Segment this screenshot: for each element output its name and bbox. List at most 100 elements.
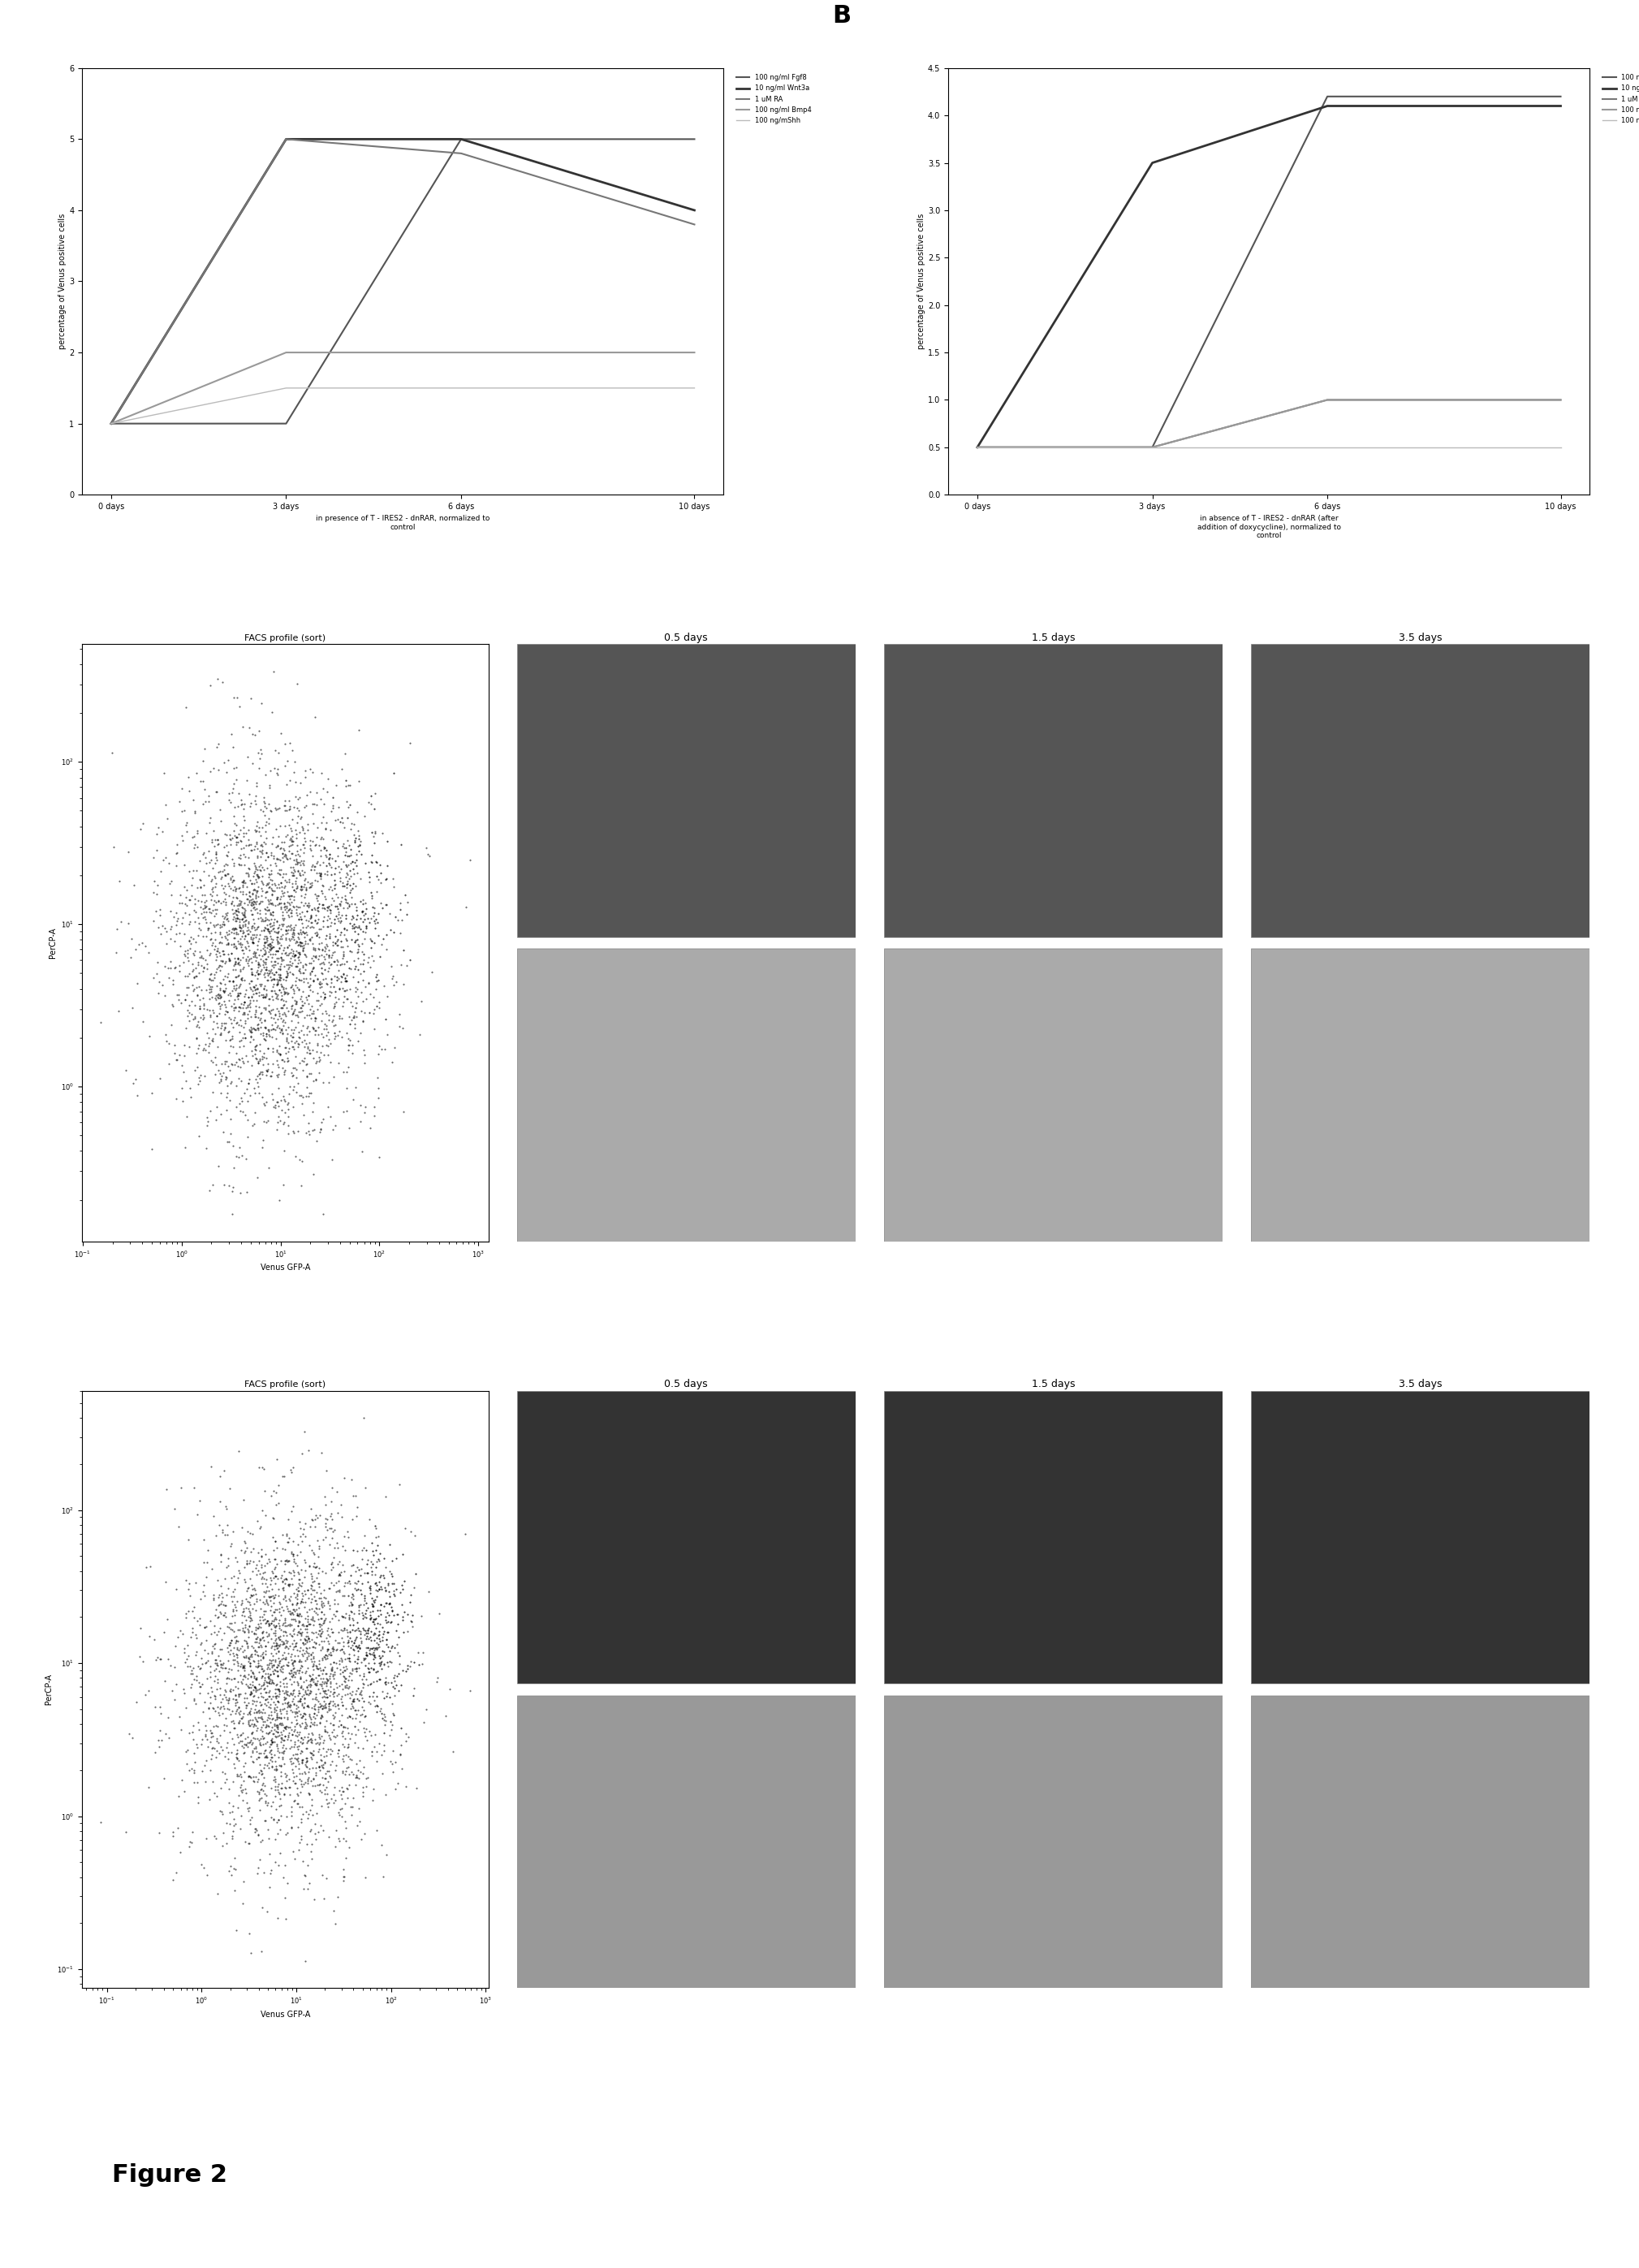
Point — [220, 909, 246, 946]
Point — [241, 1615, 267, 1651]
Point — [334, 1771, 361, 1808]
Point — [257, 937, 284, 973]
Point — [225, 880, 251, 916]
Point — [285, 921, 311, 957]
Point — [277, 1068, 303, 1105]
Point — [256, 1052, 282, 1089]
Point — [270, 932, 297, 968]
Point — [365, 1644, 392, 1681]
Point — [402, 1644, 428, 1681]
Point — [251, 925, 277, 962]
Point — [236, 1694, 262, 1730]
Point — [333, 1839, 359, 1876]
Point — [329, 1744, 356, 1780]
Point — [246, 1694, 272, 1730]
Point — [334, 1749, 361, 1785]
Point — [234, 1644, 261, 1681]
Point — [264, 932, 290, 968]
Point — [249, 1701, 275, 1737]
Point — [297, 921, 323, 957]
Point — [239, 1515, 266, 1551]
Point — [257, 1628, 284, 1665]
Point — [210, 1828, 236, 1864]
Point — [144, 975, 170, 1012]
Point — [257, 753, 284, 789]
Point — [252, 1674, 279, 1710]
Point — [213, 1043, 239, 1080]
Point — [243, 785, 269, 821]
Point — [249, 1649, 275, 1685]
Point — [261, 1694, 287, 1730]
Point — [305, 1549, 331, 1585]
Point — [339, 1002, 365, 1039]
Point — [259, 912, 285, 948]
Point — [261, 1683, 287, 1719]
Point — [243, 939, 269, 975]
Point — [231, 934, 257, 971]
Point — [254, 919, 280, 955]
Point — [300, 1599, 326, 1635]
Point — [288, 1699, 315, 1735]
Point — [351, 1032, 377, 1068]
Point — [264, 1690, 290, 1726]
Point — [292, 860, 318, 896]
Point — [357, 975, 384, 1012]
Point — [231, 1560, 257, 1597]
Point — [243, 1694, 269, 1730]
Point — [306, 1674, 333, 1710]
Point — [262, 1579, 288, 1615]
Point — [205, 980, 231, 1016]
Point — [280, 973, 306, 1009]
Point — [272, 1615, 298, 1651]
Point — [331, 962, 357, 998]
Point — [236, 1696, 262, 1733]
Point — [272, 1628, 298, 1665]
Point — [279, 1492, 305, 1529]
Point — [257, 792, 284, 828]
Point — [246, 848, 272, 885]
Point — [270, 975, 297, 1012]
Point — [325, 837, 351, 873]
Point — [241, 1658, 267, 1694]
Point — [369, 1572, 395, 1608]
Point — [288, 1744, 315, 1780]
Point — [344, 1549, 370, 1585]
Point — [288, 1583, 315, 1619]
Point — [229, 889, 256, 925]
Point — [275, 1592, 302, 1628]
Point — [365, 862, 392, 898]
Point — [302, 1624, 328, 1660]
Point — [261, 1656, 287, 1692]
Point — [303, 1767, 329, 1803]
Point — [220, 1642, 246, 1678]
Point — [354, 1590, 380, 1626]
Point — [211, 1043, 238, 1080]
Point — [298, 1787, 325, 1823]
Point — [152, 1016, 179, 1052]
Point — [221, 1628, 247, 1665]
Point — [287, 814, 313, 850]
Point — [269, 823, 295, 860]
Point — [251, 1760, 277, 1796]
Point — [243, 823, 269, 860]
Point — [333, 1093, 359, 1129]
Point — [167, 1613, 193, 1649]
Point — [266, 907, 292, 943]
Point — [300, 962, 326, 998]
Point — [229, 1046, 256, 1082]
Point — [262, 1751, 288, 1787]
Point — [298, 1690, 325, 1726]
Point — [198, 1730, 225, 1767]
Point — [347, 946, 374, 982]
Point — [208, 1649, 234, 1685]
Point — [287, 943, 313, 980]
Point — [229, 1699, 256, 1735]
Point — [356, 1712, 382, 1749]
Point — [365, 1139, 392, 1175]
Point — [298, 898, 325, 934]
Point — [236, 882, 262, 919]
Point — [320, 934, 346, 971]
Point — [218, 1848, 244, 1885]
Point — [374, 1676, 400, 1712]
Point — [316, 1647, 343, 1683]
